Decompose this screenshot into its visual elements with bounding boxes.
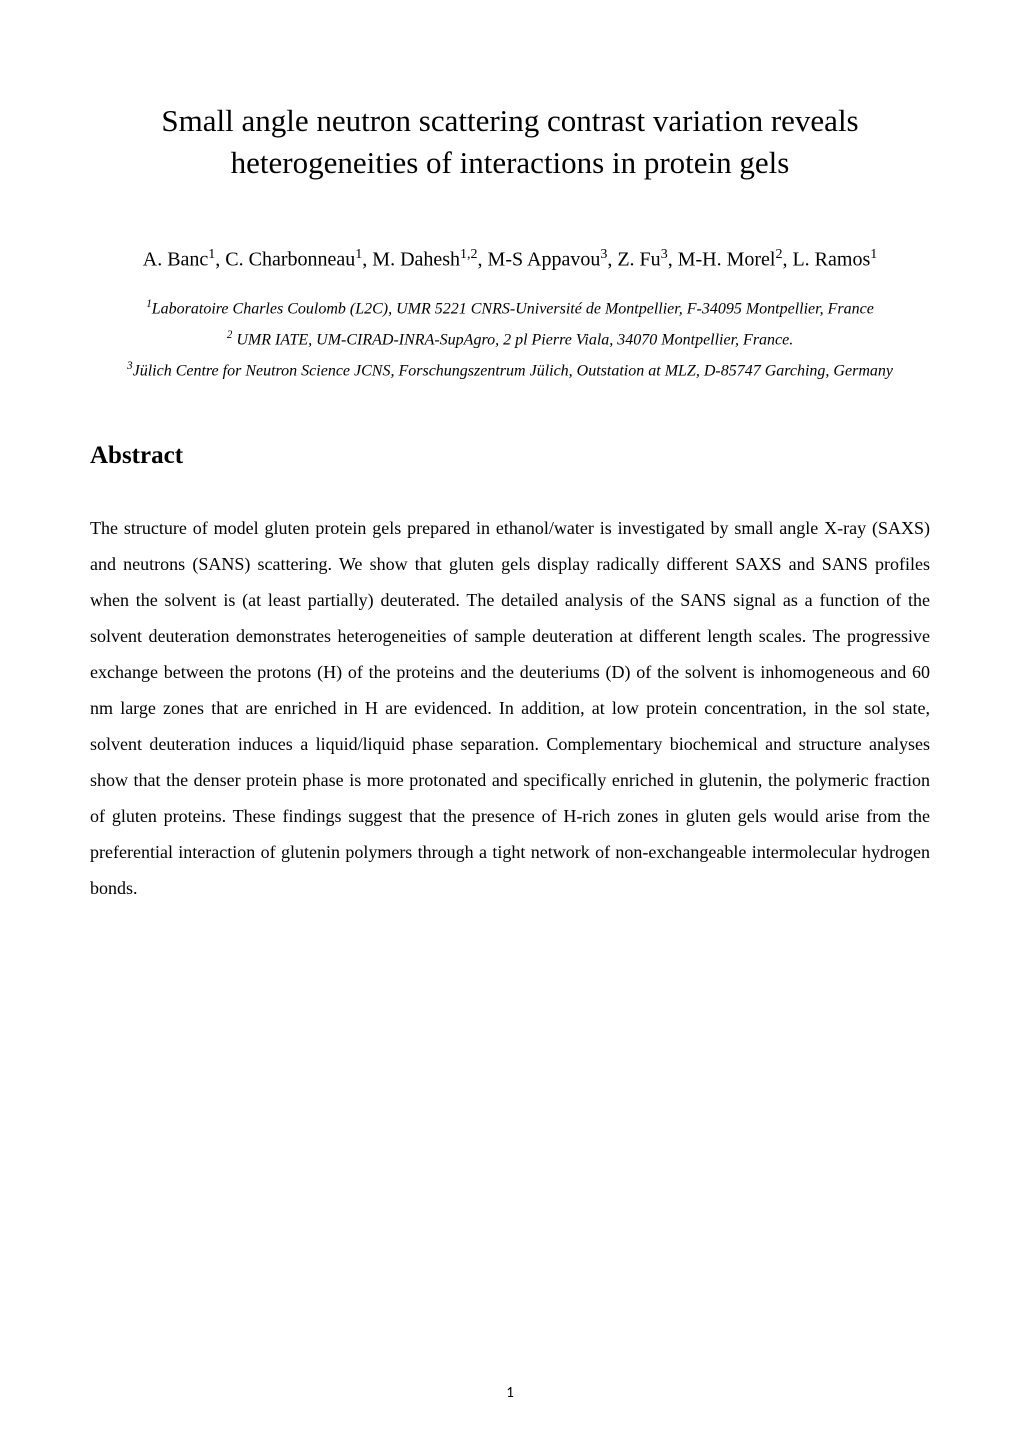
abstract-body: The structure of model gluten protein ge… bbox=[90, 510, 930, 906]
affiliation-1: 1Laboratoire Charles Coulomb (L2C), UMR … bbox=[90, 294, 930, 325]
author-list: A. Banc1, C. Charbonneau1, M. Dahesh1,2,… bbox=[90, 244, 930, 275]
paper-title: Small angle neutron scattering contrast … bbox=[90, 100, 930, 184]
affil-text: Jülich Centre for Neutron Science JCNS, … bbox=[133, 362, 893, 379]
page-number: 1 bbox=[0, 1384, 1020, 1402]
affil-sup: 2 bbox=[227, 329, 233, 341]
affil-text: Laboratoire Charles Coulomb (L2C), UMR 5… bbox=[152, 301, 874, 318]
affiliation-block: 1Laboratoire Charles Coulomb (L2C), UMR … bbox=[90, 294, 930, 386]
abstract-heading: Abstract bbox=[90, 442, 930, 470]
affiliation-2: 2 UMR IATE, UM-CIRAD-INRA-SupAgro, 2 pl … bbox=[90, 325, 930, 356]
affil-text: UMR IATE, UM-CIRAD-INRA-SupAgro, 2 pl Pi… bbox=[236, 331, 793, 348]
affiliation-3: 3Jülich Centre for Neutron Science JCNS,… bbox=[90, 356, 930, 387]
